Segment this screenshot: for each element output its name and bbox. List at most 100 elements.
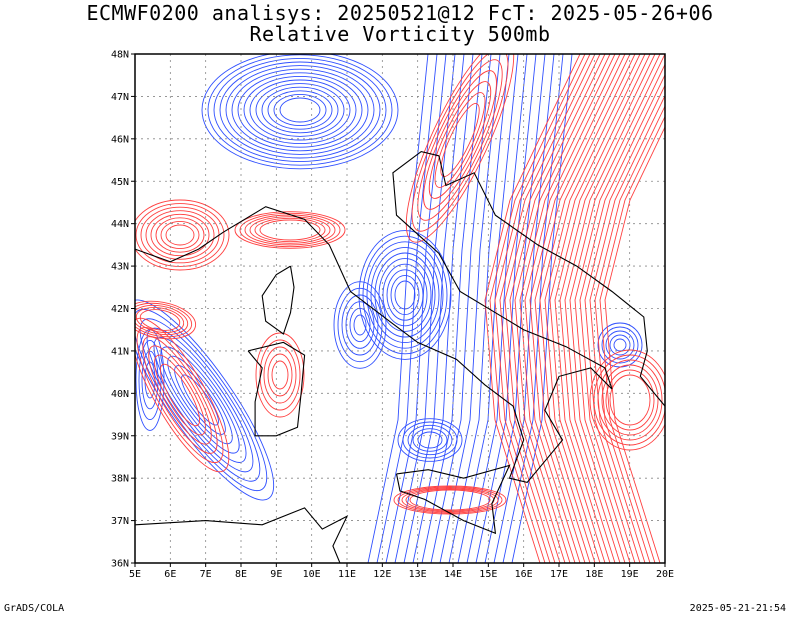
- lat-tick-label: 36N: [111, 559, 129, 570]
- sicily-coastline: [395, 464, 511, 535]
- positive-contour: [549, 54, 646, 563]
- latitude-labels: 48N 47N 46N 45N 44N 43N 42N 41N 40N 39N 38N 37N 36N: [111, 50, 129, 570]
- negative-contour: [390, 274, 420, 316]
- positive-contour: [529, 54, 626, 563]
- negative-contour: [141, 350, 159, 410]
- negative-contour: [430, 54, 492, 563]
- negative-contour: [412, 428, 448, 452]
- positive-contour: [135, 300, 197, 340]
- positive-contour: [255, 332, 305, 418]
- positive-contour: [142, 336, 218, 454]
- negative-contour: [261, 86, 339, 134]
- positive-contour: [519, 54, 616, 563]
- lon-tick-label: 15E: [479, 569, 497, 580]
- positive-contour: [604, 125, 665, 563]
- lat-tick-label: 44N: [111, 219, 129, 230]
- positive-contour: [259, 219, 321, 241]
- positive-contour: [601, 364, 659, 436]
- lon-tick-label: 5E: [129, 569, 141, 580]
- positive-contour: [489, 54, 586, 563]
- positive-contour: [574, 63, 665, 563]
- negative-contour: [201, 54, 399, 170]
- negative-contour: [279, 97, 321, 123]
- negative-contour: [207, 54, 393, 166]
- corsica-coastline: [261, 265, 295, 335]
- positive-contour: [569, 54, 665, 563]
- negative-contour: [213, 57, 387, 163]
- footer-timestamp: 2025-05-21-21:54: [689, 603, 786, 614]
- footer-credit: GrADS/COLA: [4, 603, 65, 614]
- negative-contour: [353, 314, 367, 336]
- negative-contour: [439, 54, 501, 563]
- lon-tick-label: 12E: [373, 569, 391, 580]
- lon-tick-label: 11E: [338, 569, 356, 580]
- africa-coastline: [135, 507, 349, 563]
- positive-contour: [165, 224, 195, 246]
- lon-tick-label: 7E: [200, 569, 212, 580]
- negative-contour: [174, 365, 226, 435]
- positive-contour: [148, 345, 212, 445]
- grid-lines: [135, 54, 665, 563]
- plot-area: [135, 54, 665, 563]
- negative-contour: [249, 79, 351, 141]
- negative-contour: [167, 355, 233, 445]
- positive-contour: [135, 199, 230, 271]
- negative-contour: [237, 72, 363, 148]
- lon-tick-label: 18E: [585, 569, 603, 580]
- positive-contour: [160, 220, 200, 250]
- positive-contour: [605, 369, 655, 431]
- negative-contour: [333, 281, 387, 369]
- positive-contour: [244, 214, 336, 246]
- positive-vorticity-contours: [135, 54, 665, 563]
- negative-contour: [138, 339, 162, 421]
- title-line-2: Relative Vorticity 500mb: [249, 22, 551, 46]
- positive-contour: [484, 54, 581, 563]
- sardinia-coastline: [247, 341, 306, 437]
- negative-contour: [345, 301, 375, 349]
- positive-contour: [409, 489, 491, 511]
- positive-contour: [405, 54, 515, 243]
- negative-contour: [370, 246, 440, 344]
- negative-contour: [613, 338, 627, 352]
- positive-contour: [564, 54, 661, 563]
- negative-contour: [493, 54, 555, 563]
- negative-contour: [605, 330, 635, 360]
- lon-tick-label: 16E: [515, 569, 533, 580]
- lat-tick-label: 43N: [111, 262, 129, 273]
- lat-tick-label: 47N: [111, 92, 129, 103]
- lon-tick-label: 19E: [621, 569, 639, 580]
- negative-contour: [366, 241, 444, 349]
- lat-tick-label: 37N: [111, 516, 129, 527]
- negative-contour: [267, 90, 333, 130]
- negative-contour: [139, 318, 261, 482]
- positive-contour: [434, 92, 486, 188]
- positive-contour: [411, 54, 509, 232]
- positive-contour: [509, 54, 606, 563]
- longitude-labels: 5E 6E 7E 8E 9E 10E 11E 12E 13E 14E 15E 16E 17E 18E 19E…: [129, 569, 674, 580]
- negative-contour: [160, 346, 240, 454]
- positive-contour: [499, 54, 596, 563]
- positive-contour: [524, 54, 621, 563]
- positive-contour: [267, 353, 293, 397]
- positive-contour: [249, 216, 331, 244]
- positive-contour: [440, 103, 480, 177]
- lat-tick-label: 41N: [111, 346, 129, 357]
- lat-tick-label: 45N: [111, 177, 129, 188]
- negative-contour: [484, 54, 546, 563]
- positive-contour: [135, 302, 193, 338]
- negative-contour: [153, 337, 247, 463]
- positive-contour: [579, 73, 665, 563]
- positive-contour: [544, 54, 641, 563]
- negative-contour: [376, 54, 438, 563]
- positive-contour: [135, 203, 225, 267]
- positive-contour: [234, 211, 346, 249]
- negative-contour: [374, 252, 436, 338]
- lon-tick-label: 13E: [409, 569, 427, 580]
- negative-contour: [609, 334, 631, 356]
- negative-contour: [394, 280, 416, 310]
- negative-contour: [273, 93, 327, 127]
- positive-contour: [594, 105, 665, 563]
- positive-contour: [401, 487, 499, 513]
- positive-contour: [259, 339, 301, 411]
